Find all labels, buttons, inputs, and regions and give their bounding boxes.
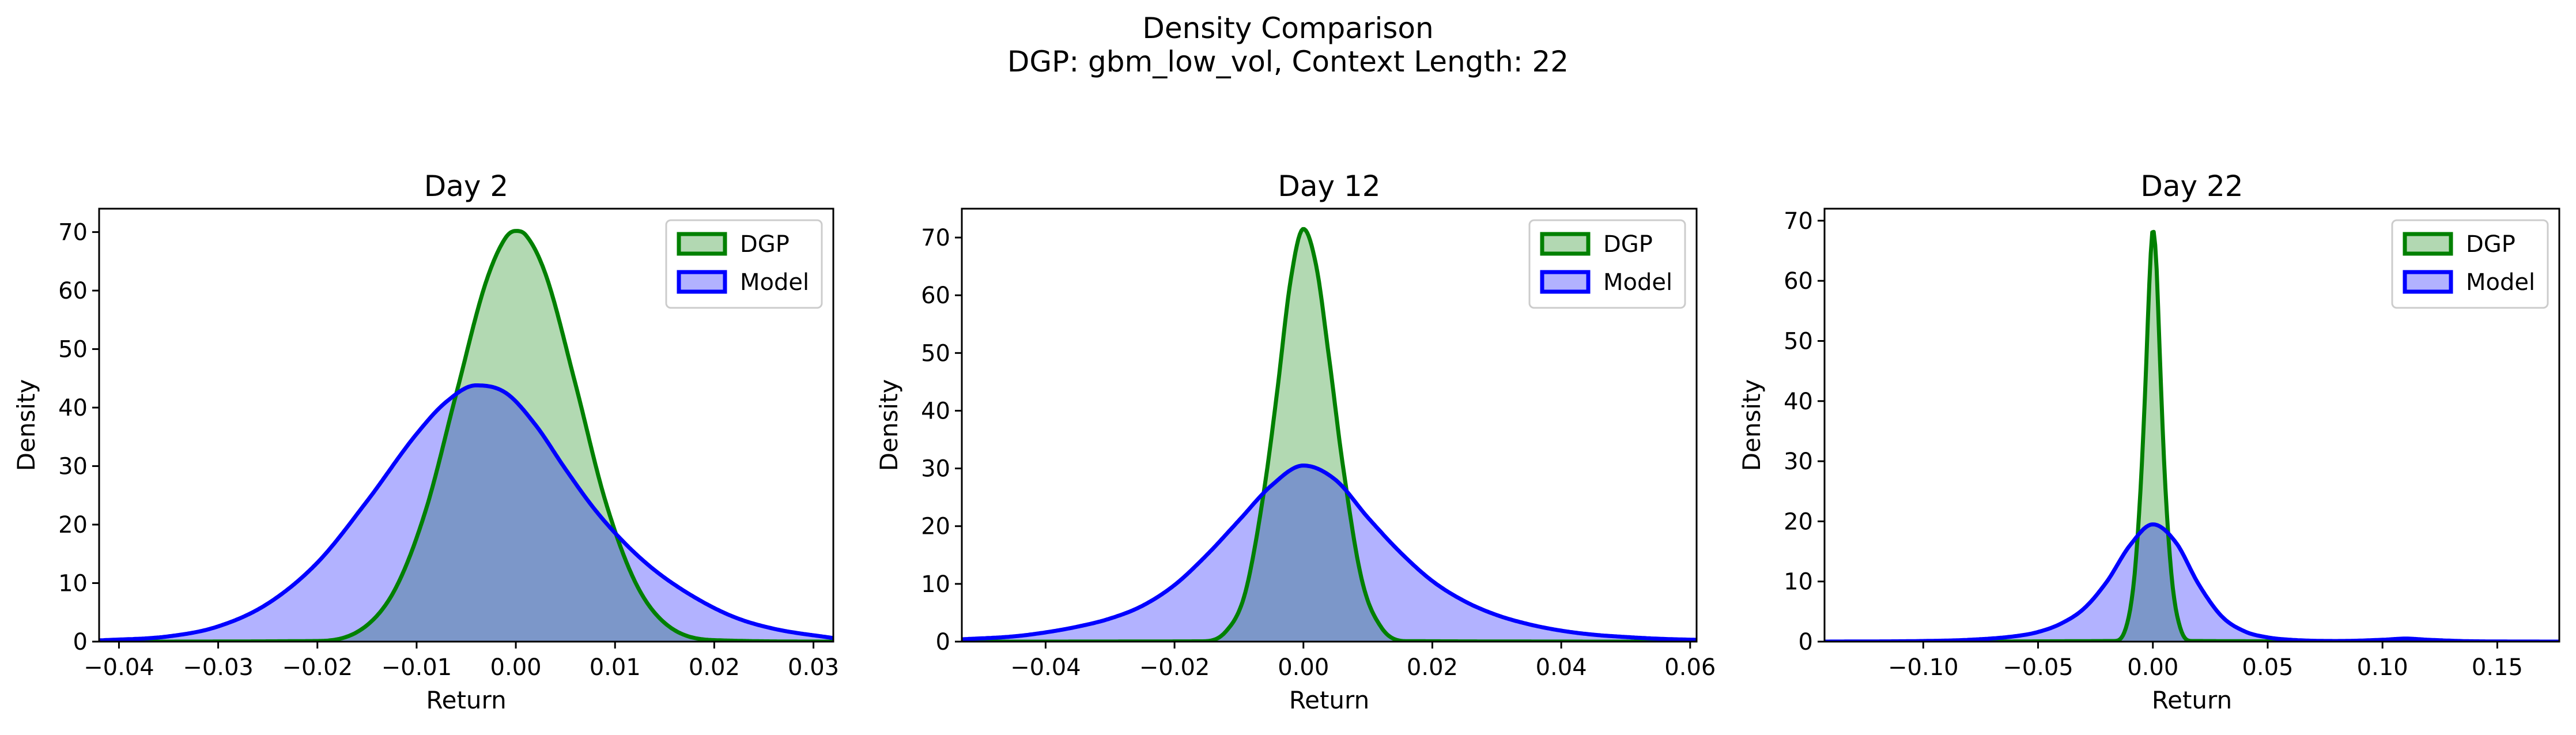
legend-label-model: Model (1603, 269, 1672, 296)
subplot-2: Day 12 −0.04 −0.02 0.00 0.02 0.04 0.06 0 10 20 30 4… (875, 169, 1716, 714)
legend-swatch-model (677, 270, 727, 294)
y-axis-label: Density (12, 379, 40, 472)
x-tick-label: 0.10 (2357, 654, 2408, 681)
y-tick-label: 20 (921, 514, 950, 540)
x-tick-label: 0.02 (689, 654, 740, 681)
x-tick-label: 0.06 (1664, 654, 1716, 681)
x-tick-label: 0.00 (490, 654, 542, 681)
y-tick-label: 0 (936, 629, 950, 655)
y-tick-label: 20 (1784, 508, 1813, 535)
series-fill-dgp (962, 229, 1697, 642)
series-line-model (962, 463, 1697, 642)
y-tick-label: 0 (73, 629, 88, 655)
y-tick-label: 10 (1784, 569, 1813, 595)
y-tick-label: 60 (921, 282, 950, 309)
x-tick-label: −0.04 (1010, 654, 1081, 681)
x-tick-label: −0.02 (282, 654, 353, 681)
legend-swatch-model (2403, 270, 2453, 294)
y-tick-label: 30 (1784, 448, 1813, 475)
figure-subtitle: DGP: gbm_low_vol, Context Length: 22 (1007, 45, 1569, 78)
legend: DGP Model (665, 219, 823, 309)
x-axis-label: Return (426, 686, 506, 714)
y-axis-label: Density (875, 379, 903, 472)
legend-label-dgp: DGP (1603, 231, 1653, 258)
subplot-1: Day 2 −0.04 −0.03 −0.02 −0.01 0.00 0.01 0.02 0.0… (12, 169, 839, 714)
x-axis-label: Return (1289, 686, 1369, 714)
legend-label-model: Model (740, 269, 809, 296)
y-tick-label: 30 (921, 456, 950, 483)
y-tick-label: 70 (1784, 208, 1813, 235)
y-tick-label: 20 (58, 512, 88, 538)
x-tick-label: −0.05 (2003, 654, 2073, 681)
legend-swatch-dgp (2403, 232, 2453, 256)
x-tick-label: −0.01 (382, 654, 452, 681)
x-tick-label: −0.04 (84, 654, 154, 681)
y-tick-label: 40 (1784, 389, 1813, 415)
series-fill-model (1825, 524, 2559, 642)
subplot-title: Day 22 (2140, 169, 2243, 203)
series-fill-model (962, 465, 1697, 642)
y-tick-label: 50 (1784, 328, 1813, 355)
y-tick-label: 50 (921, 340, 950, 367)
legend-label-dgp: DGP (2466, 231, 2515, 258)
y-tick-label: 40 (921, 398, 950, 424)
y-tick-label: 60 (1784, 268, 1813, 295)
axes-frame (98, 208, 834, 643)
axes-frame (1823, 208, 2560, 643)
legend: DGP Model (2391, 219, 2549, 309)
x-tick-label: 0.01 (590, 654, 641, 681)
panels: Day 2 −0.04 −0.03 −0.02 −0.01 0.00 0.01 0.02 0.0… (12, 169, 2560, 714)
subplot-3: Day 22 −0.10 −0.05 0.00 0.05 0.10 0.15 0 10 20 30 4… (1738, 169, 2560, 714)
x-tick-label: 0.04 (1536, 654, 1587, 681)
y-axis-label: Density (1738, 379, 1766, 472)
figure-title: Density Comparison (1142, 12, 1433, 45)
subplot-title: Day 2 (424, 169, 508, 203)
y-tick-label: 0 (1799, 629, 1813, 655)
subplot-title: Day 12 (1278, 169, 1380, 203)
y-tick-label: 10 (58, 571, 88, 597)
x-tick-label: −0.03 (183, 654, 254, 681)
axes-frame (961, 208, 1698, 643)
x-tick-label: 0.03 (788, 654, 839, 681)
y-tick-label: 70 (58, 220, 88, 246)
x-tick-label: 0.02 (1407, 654, 1458, 681)
legend-label-dgp: DGP (740, 231, 790, 258)
legend-label-model: Model (2466, 269, 2535, 296)
x-tick-label: −0.10 (1888, 654, 1959, 681)
x-tick-label: −0.02 (1139, 654, 1210, 681)
series-fill-dgp (99, 231, 833, 642)
series-line-model (1825, 522, 2559, 642)
x-tick-label: 0.00 (2127, 654, 2178, 681)
x-tick-label: 0.05 (2242, 654, 2293, 681)
y-tick-label: 40 (58, 395, 88, 421)
legend-swatch-model (1540, 270, 1591, 294)
x-tick-label: 0.15 (2472, 654, 2523, 681)
legend: DGP Model (1528, 219, 1686, 309)
y-tick-label: 10 (921, 571, 950, 598)
x-axis-label: Return (2152, 686, 2232, 714)
y-tick-label: 60 (58, 278, 88, 304)
x-tick-label: 0.00 (1278, 654, 1329, 681)
series-fill-model (99, 385, 833, 642)
legend-swatch-dgp (677, 232, 727, 256)
y-tick-label: 70 (921, 225, 950, 251)
legend-swatch-dgp (1540, 232, 1591, 256)
y-tick-label: 30 (58, 454, 88, 480)
y-tick-label: 50 (58, 337, 88, 363)
series-line-model (99, 383, 833, 642)
